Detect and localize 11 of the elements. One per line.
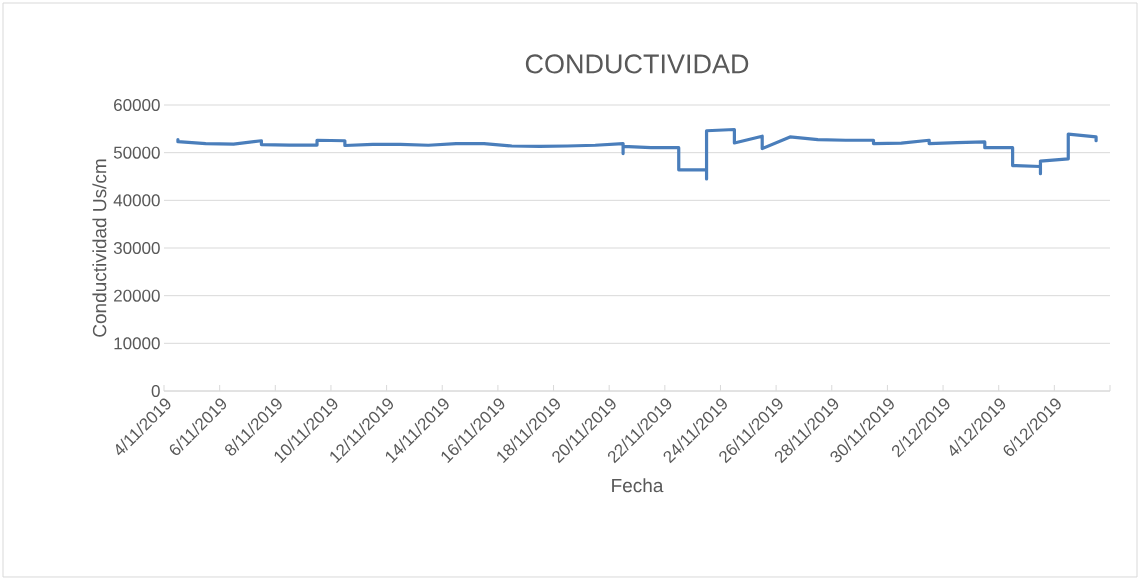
chart-title: CONDUCTIVIDAD <box>525 54 749 74</box>
y-tick-label: 30000 <box>113 241 160 255</box>
y-tick-label: 0 <box>151 384 160 398</box>
line-series <box>176 127 1098 181</box>
y-tick-label: 20000 <box>114 289 160 302</box>
x-axis-title: Fecha <box>612 478 664 493</box>
y-tick-label: 10000 <box>114 337 160 350</box>
y-axis-title: Conductividad Us/cm <box>92 159 107 337</box>
y-tick-label: 50000 <box>113 146 160 159</box>
y-tick-label: 60000 <box>114 98 160 112</box>
y-tick-label: 40000 <box>113 194 160 207</box>
